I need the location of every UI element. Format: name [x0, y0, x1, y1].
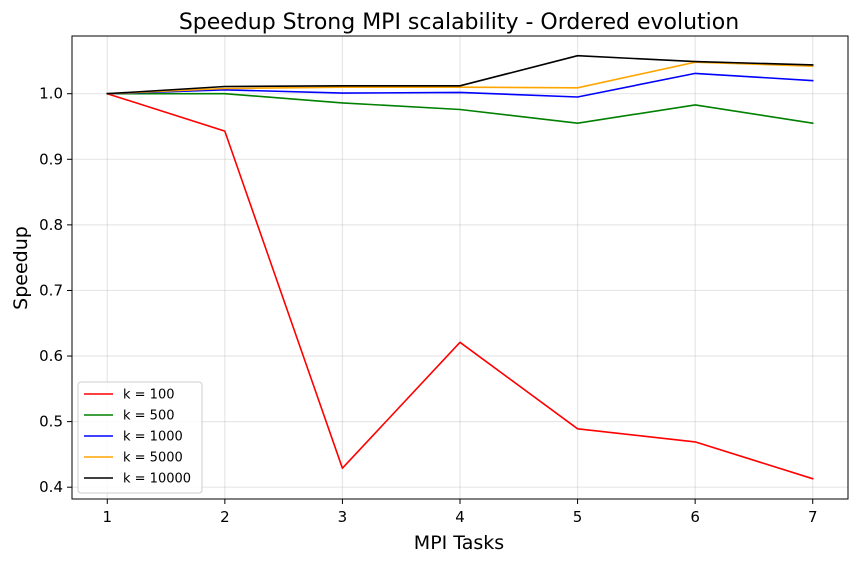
- y-tick-label: 0.5: [39, 413, 63, 431]
- legend-label: k = 500: [123, 409, 175, 424]
- series-lines: [106, 54, 814, 480]
- grid-lines: [72, 36, 848, 499]
- y-axis-ticks: 0.4 0.5 0.6 0.7 0.8 0.9 1.0: [39, 85, 72, 496]
- y-tick-label: 0.9: [39, 150, 63, 168]
- legend-label: k = 1000: [123, 430, 183, 445]
- x-tick-label: 2: [220, 508, 230, 526]
- legend-label: k = 100: [123, 388, 175, 403]
- legend-box: [77, 381, 203, 494]
- x-tick-label: 3: [338, 508, 348, 526]
- legend-label: k = 5000: [123, 451, 183, 466]
- x-tick-label: 6: [690, 508, 700, 526]
- y-tick-label: 0.6: [39, 347, 63, 365]
- series-line-k-1000: [106, 72, 814, 98]
- y-tick-label: 0.7: [39, 281, 63, 299]
- x-tick-label: 7: [808, 508, 818, 526]
- y-axis-label: Speedup: [10, 226, 32, 310]
- x-tick-label: 4: [455, 508, 465, 526]
- series-line-k-10000: [106, 54, 814, 95]
- x-axis-ticks: 1 2 3 4 5 6 7: [102, 499, 818, 526]
- legend: k = 100 k = 500 k = 1000 k = 5000 k = 10000: [77, 381, 203, 494]
- y-tick-label: 0.8: [39, 216, 63, 234]
- chart-title: Speedup Strong MPI scalability - Ordered…: [179, 10, 739, 35]
- y-tick-label: 1.0: [39, 85, 63, 103]
- y-tick-label: 0.4: [39, 478, 63, 496]
- series-line-k-500: [106, 92, 814, 125]
- x-tick-label: 1: [102, 508, 112, 526]
- series-line-k-100: [106, 92, 814, 480]
- legend-label: k = 10000: [123, 472, 191, 487]
- x-tick-label: 5: [573, 508, 583, 526]
- x-axis-label: MPI Tasks: [414, 532, 504, 554]
